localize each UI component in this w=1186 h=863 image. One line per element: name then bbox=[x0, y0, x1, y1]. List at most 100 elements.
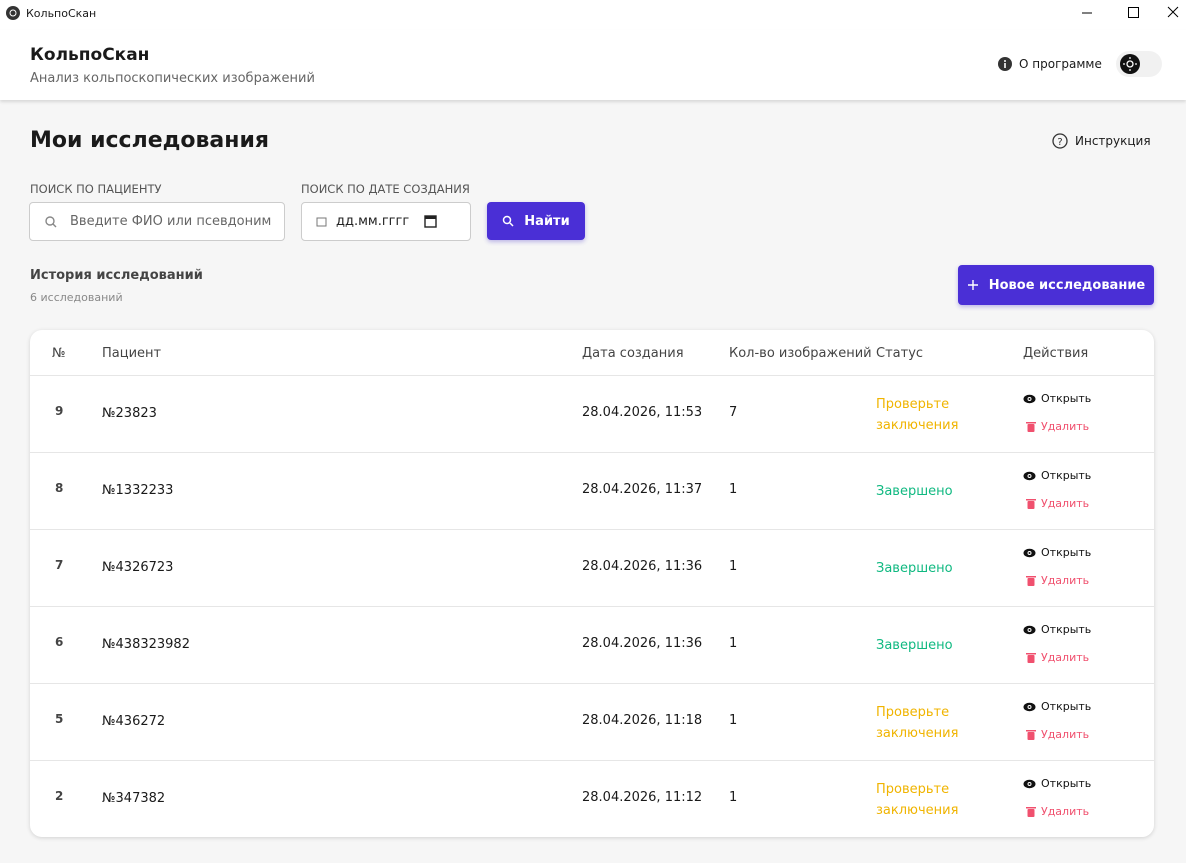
table-row: 7 №4326723 28.04.2026, 11:36 1 Завершено Откр… bbox=[30, 529, 1154, 607]
delete-text: Удалить bbox=[1041, 651, 1090, 664]
delete-button[interactable]: Удалить bbox=[1026, 651, 1089, 664]
window-title: КольпоСкан bbox=[26, 7, 97, 20]
date-search-label: ПОИСК ПО ДАТЕ СОЗДАНИЯ bbox=[301, 182, 470, 196]
patient-search-label: ПОИСК ПО ПАЦИЕНТУ bbox=[30, 182, 162, 196]
created-date: 28.04.2026, 11:18 bbox=[582, 713, 703, 728]
studies-table: № Пациент Дата создания Кол-во изображений С… bbox=[30, 330, 1154, 837]
column-header: Дата создания bbox=[582, 346, 684, 361]
open-button[interactable]: Открыть bbox=[1023, 623, 1091, 636]
column-header: Статус bbox=[876, 346, 924, 361]
delete-text: Удалить bbox=[1041, 574, 1090, 587]
status: Проверьте заключения bbox=[876, 376, 976, 453]
delete-text: Удалить bbox=[1041, 805, 1090, 818]
row-number: 7 bbox=[55, 558, 64, 572]
open-button[interactable]: Открыть bbox=[1023, 469, 1091, 482]
delete-button[interactable]: Удалить bbox=[1026, 805, 1089, 818]
table-row: 6 №438323982 28.04.2026, 11:36 1 Завершено От… bbox=[30, 606, 1154, 684]
row-number: 6 bbox=[55, 635, 64, 649]
row-number: 9 bbox=[55, 404, 64, 418]
open-text: Открыть bbox=[1041, 469, 1092, 482]
history-count: 6 исследований bbox=[30, 291, 123, 304]
new-study-button[interactable]: Новое исследование bbox=[958, 265, 1154, 305]
delete-button[interactable]: Удалить bbox=[1026, 420, 1089, 433]
new-study-text: Новое исследование bbox=[988, 277, 1146, 293]
delete-text: Удалить bbox=[1041, 728, 1090, 741]
patient-name: №23823 bbox=[102, 406, 157, 421]
window-controls[interactable] bbox=[1080, 5, 1180, 21]
table-row: 2 №347382 28.04.2026, 11:12 1 Проверьте закл… bbox=[30, 760, 1154, 837]
column-header: Кол-во изображений bbox=[729, 346, 872, 361]
table-row: 9 №23823 28.04.2026, 11:53 7 Проверьте заклю… bbox=[30, 375, 1154, 453]
app-title: КольпоСкан bbox=[30, 45, 150, 65]
patient-search-input[interactable]: Введите ФИО или псевдоним bbox=[29, 202, 285, 241]
delete-button[interactable]: Удалить bbox=[1026, 497, 1089, 510]
about-text: О программе bbox=[1019, 57, 1102, 71]
open-button[interactable]: Открыть bbox=[1023, 392, 1091, 405]
status: Проверьте заключения bbox=[876, 684, 976, 761]
created-date: 28.04.2026, 11:53 bbox=[582, 405, 703, 420]
open-button[interactable]: Открыть bbox=[1023, 546, 1091, 559]
column-header: Пациент bbox=[102, 346, 162, 361]
row-number: 2 bbox=[55, 789, 64, 803]
open-text: Открыть bbox=[1041, 700, 1092, 713]
patient-name: №347382 bbox=[102, 791, 166, 806]
status-text: Завершено bbox=[876, 484, 953, 499]
page-title: Мои исследования bbox=[30, 128, 270, 153]
status-text: Проверьте заключения bbox=[876, 396, 959, 433]
date-search-placeholder: дд.мм.гггг bbox=[336, 214, 410, 229]
table-row: 8 №1332233 28.04.2026, 11:37 1 Завершено Откр… bbox=[30, 452, 1154, 530]
status: Завершено bbox=[876, 453, 976, 530]
image-count: 1 bbox=[729, 790, 738, 805]
image-count: 7 bbox=[729, 405, 738, 420]
svg-text:?: ? bbox=[1057, 137, 1062, 148]
about-link[interactable]: О программе bbox=[998, 57, 1102, 71]
app-icon bbox=[6, 6, 20, 20]
delete-text: Удалить bbox=[1041, 497, 1090, 510]
table-row: 5 №436272 28.04.2026, 11:18 1 Проверьте закл… bbox=[30, 683, 1154, 761]
help-text: Инструкция bbox=[1075, 134, 1151, 148]
open-button[interactable]: Открыть bbox=[1023, 700, 1091, 713]
open-text: Открыть bbox=[1041, 546, 1092, 559]
title-bar: КольпоСкан bbox=[0, 0, 1186, 30]
status-text: Завершено bbox=[876, 561, 953, 576]
search-button[interactable]: Найти bbox=[487, 202, 585, 240]
app-header: КольпоСкан Анализ кольпоскопических изоб… bbox=[0, 30, 1186, 100]
open-text: Открыть bbox=[1041, 623, 1092, 636]
status-text: Завершено bbox=[876, 638, 953, 653]
status: Завершено bbox=[876, 607, 976, 684]
created-date: 28.04.2026, 11:36 bbox=[582, 559, 703, 574]
column-header: Действия bbox=[1023, 346, 1089, 361]
delete-button[interactable]: Удалить bbox=[1026, 574, 1089, 587]
app-subtitle: Анализ кольпоскопических изображений bbox=[30, 71, 315, 86]
image-count: 1 bbox=[729, 636, 738, 651]
patient-search-placeholder: Введите ФИО или псевдоним bbox=[70, 214, 272, 229]
delete-text: Удалить bbox=[1041, 420, 1090, 433]
patient-name: №4326723 bbox=[102, 560, 174, 575]
status: Проверьте заключения bbox=[876, 761, 976, 837]
status: Завершено bbox=[876, 530, 976, 607]
theme-toggle[interactable] bbox=[1116, 51, 1162, 77]
column-header: № bbox=[52, 346, 66, 361]
created-date: 28.04.2026, 11:12 bbox=[582, 790, 703, 805]
status-text: Проверьте заключения bbox=[876, 704, 959, 741]
search-button-text: Найти bbox=[524, 213, 570, 229]
history-title: История исследований bbox=[30, 268, 203, 283]
delete-button[interactable]: Удалить bbox=[1026, 728, 1089, 741]
open-text: Открыть bbox=[1041, 392, 1092, 405]
image-count: 1 bbox=[729, 713, 738, 728]
created-date: 28.04.2026, 11:36 bbox=[582, 636, 703, 651]
patient-name: №438323982 bbox=[102, 637, 190, 652]
image-count: 1 bbox=[729, 559, 738, 574]
patient-name: №1332233 bbox=[102, 483, 174, 498]
date-search-input[interactable]: дд.мм.гггг bbox=[301, 202, 471, 241]
status-text: Проверьте заключения bbox=[876, 781, 959, 818]
row-number: 5 bbox=[55, 712, 64, 726]
image-count: 1 bbox=[729, 482, 738, 497]
open-button[interactable]: Открыть bbox=[1023, 777, 1091, 790]
row-number: 8 bbox=[55, 481, 64, 495]
help-link[interactable]: ? Инструкция bbox=[1052, 133, 1151, 149]
open-text: Открыть bbox=[1041, 777, 1092, 790]
created-date: 28.04.2026, 11:37 bbox=[582, 482, 703, 497]
patient-name: №436272 bbox=[102, 714, 166, 729]
